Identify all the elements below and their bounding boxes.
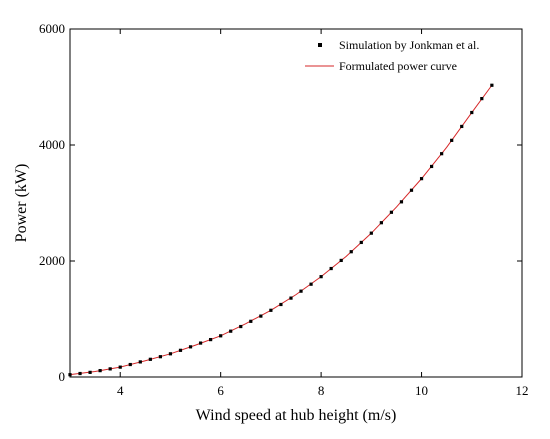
data-point-simulation: [430, 164, 434, 169]
data-point-simulation: [209, 337, 213, 342]
x-tick-label: 4: [117, 383, 124, 398]
data-point-simulation: [78, 371, 82, 376]
data-point-simulation: [329, 266, 333, 271]
data-point-simulation: [98, 369, 102, 373]
data-point-simulation: [269, 308, 273, 312]
data-point-simulation: [299, 289, 303, 293]
data-point-simulation: [198, 341, 203, 345]
data-point-simulation: [259, 314, 263, 318]
data-point-simulation: [148, 357, 152, 361]
y-tick-label: 4000: [39, 137, 65, 152]
data-point-simulation: [359, 240, 363, 245]
data-point-simulation: [440, 152, 444, 156]
data-point-simulation: [128, 362, 132, 367]
x-axis: 4 6 8 10 12: [117, 29, 529, 398]
data-point-simulation: [369, 231, 373, 235]
y-tick-label: 0: [59, 369, 66, 384]
x-tick-label: 10: [415, 383, 428, 398]
data-point-simulation: [229, 329, 233, 333]
data-point-simulation: [178, 348, 183, 352]
data-point-simulation: [379, 221, 383, 225]
x-tick-label: 6: [217, 383, 224, 398]
data-point-simulation: [399, 200, 404, 204]
data-point-simulation: [349, 250, 353, 254]
y-tick-label: 6000: [39, 21, 65, 36]
data-point-simulation: [289, 296, 293, 300]
data-point-simulation: [118, 365, 122, 369]
data-point-simulation: [68, 373, 72, 377]
data-point-simulation: [219, 334, 223, 338]
y-axis-title: Power (kW): [13, 164, 30, 243]
y-tick-label: 2000: [39, 253, 65, 268]
legend-label-formulated: Formulated power curve: [339, 59, 457, 73]
x-tick-label: 12: [516, 383, 529, 398]
series-line-formulated: [69, 84, 493, 376]
data-point-simulation: [480, 97, 484, 101]
x-tick-label: 8: [318, 383, 325, 398]
legend-label-simulation: Simulation by Jonkman et al.: [339, 38, 479, 52]
data-point-simulation: [409, 188, 414, 192]
y-axis: 0 2000 4000 6000: [39, 21, 522, 384]
data-point-simulation: [450, 138, 454, 142]
data-point-simulation: [319, 275, 323, 279]
x-axis-title: Wind speed at hub height (m/s): [196, 407, 397, 424]
data-point-simulation: [138, 360, 142, 364]
data-point-simulation: [239, 324, 243, 329]
data-point-simulation: [279, 302, 283, 307]
data-point-simulation: [168, 352, 173, 356]
series-layer: [68, 83, 494, 377]
data-point-simulation: [88, 370, 92, 374]
data-point-simulation: [249, 319, 253, 323]
data-point-simulation: [389, 210, 394, 214]
data-point-simulation: [108, 367, 112, 371]
data-point-simulation: [188, 345, 193, 349]
data-point-simulation: [158, 355, 162, 359]
data-point-simulation: [490, 83, 494, 87]
legend: Simulation by Jonkman et al. Formulated …: [305, 38, 479, 73]
data-point-simulation: [460, 124, 464, 129]
legend-marker-simulation: [318, 43, 322, 47]
data-point-simulation: [470, 110, 474, 115]
plot-frame: [69, 28, 523, 378]
data-point-simulation: [419, 177, 424, 181]
data-point-simulation: [339, 258, 343, 263]
data-point-simulation: [309, 282, 313, 286]
